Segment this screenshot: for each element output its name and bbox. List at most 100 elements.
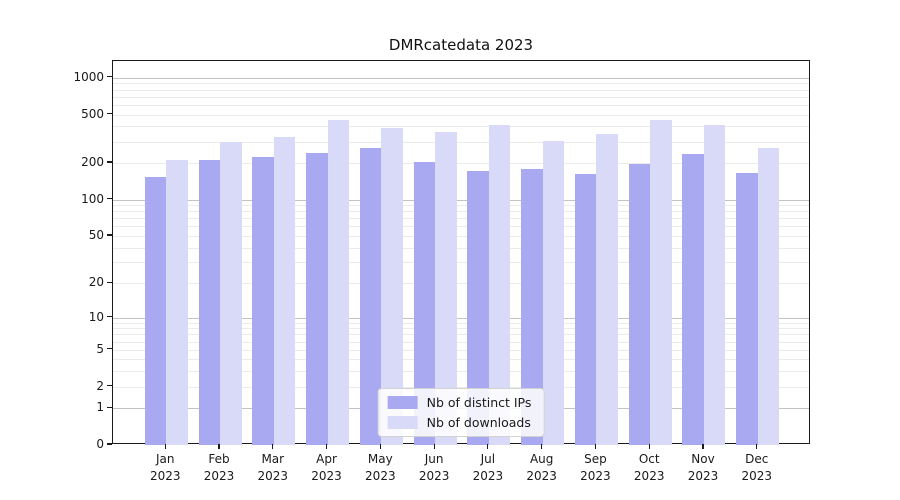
bar-mar-downloads: [273, 136, 296, 445]
legend: Nb of distinct IPs Nb of downloads: [377, 388, 545, 437]
x-tick-mark: [487, 444, 489, 449]
y-tick-label: 500: [81, 106, 104, 121]
legend-item-distinct-ips: Nb of distinct IPs: [387, 395, 531, 410]
plot-area: Nb of distinct IPs Nb of downloads: [112, 60, 810, 445]
bar-oct-downloads: [650, 119, 672, 445]
x-tick-label: Oct 2023: [633, 452, 665, 483]
minor-gridline: [113, 247, 809, 249]
bar-oct-distinct-ips: [628, 164, 651, 445]
minor-gridline: [113, 371, 809, 373]
minor-gridline: [113, 334, 809, 336]
minor-gridline: [113, 349, 809, 351]
bar-may-downloads: [381, 128, 403, 445]
bar-sep-downloads: [596, 134, 618, 445]
bar-nov-distinct-ips: [682, 153, 704, 445]
bar-feb-downloads: [220, 141, 242, 445]
y-tick-label: 20: [88, 275, 104, 290]
bar-jul-downloads: [488, 124, 511, 445]
bar-aug-downloads: [542, 140, 565, 445]
minor-gridline: [113, 163, 809, 165]
x-tick-label: Dec 2023: [741, 452, 773, 483]
y-tick-label: 10: [88, 309, 104, 324]
minor-gridline: [113, 283, 809, 285]
x-tick-mark: [379, 444, 381, 449]
minor-gridline: [113, 386, 809, 388]
y-tick-label: 2: [96, 378, 104, 393]
y-tick-mark: [107, 234, 112, 236]
x-tick-mark: [164, 444, 166, 449]
y-tick-mark: [107, 315, 112, 318]
y-tick-label: 1: [96, 400, 104, 415]
y-tick-mark: [107, 161, 112, 163]
x-tick-mark: [325, 444, 328, 449]
bar-sep-distinct-ips: [574, 173, 597, 445]
bar-may-distinct-ips: [359, 147, 382, 445]
y-tick-mark: [107, 443, 112, 445]
bar-jan-distinct-ips: [144, 176, 167, 445]
bar-apr-downloads: [327, 119, 350, 445]
x-tick-label: May 2023: [365, 452, 396, 483]
y-tick-mark: [107, 281, 112, 283]
y-tick-label: 100: [81, 191, 104, 206]
y-tick-mark: [107, 406, 112, 408]
minor-gridline: [113, 211, 809, 213]
x-tick-mark: [594, 444, 597, 449]
x-tick-label: Mar 2023: [257, 452, 289, 483]
x-tick-mark: [756, 444, 758, 449]
legend-swatch-distinct-ips: [387, 396, 418, 409]
minor-gridline: [113, 262, 809, 264]
bar-apr-distinct-ips: [306, 153, 328, 445]
minor-gridline: [113, 235, 809, 237]
x-tick-label: Jul 2023: [472, 452, 504, 483]
bar-aug-distinct-ips: [521, 168, 543, 445]
minor-gridline: [113, 322, 809, 324]
minor-gridline: [113, 141, 809, 143]
y-tick-mark: [107, 384, 112, 387]
legend-label-downloads: Nb of downloads: [426, 415, 531, 430]
y-tick-label: 50: [88, 227, 104, 242]
bar-nov-downloads: [703, 124, 726, 445]
minor-gridline: [113, 126, 809, 128]
x-tick-mark: [648, 444, 650, 449]
x-tick-mark: [433, 444, 435, 449]
major-gridline: [113, 317, 809, 319]
y-tick-mark: [107, 198, 112, 200]
x-tick-label: Feb 2023: [203, 452, 235, 483]
major-gridline: [113, 77, 809, 79]
minor-gridline: [113, 89, 809, 91]
minor-gridline: [113, 218, 809, 220]
y-tick-mark: [107, 348, 112, 350]
legend-swatch-downloads: [387, 416, 418, 429]
bar-jan-downloads: [166, 159, 188, 445]
minor-gridline: [113, 205, 809, 207]
x-tick-mark: [218, 444, 220, 449]
bar-feb-distinct-ips: [198, 159, 220, 445]
minor-gridline: [113, 328, 809, 330]
chart-title: DMRcatedata 2023: [388, 36, 534, 54]
y-tick-label: 200: [81, 155, 104, 170]
y-tick-label: 0: [96, 437, 104, 451]
y-tick-mark: [107, 112, 112, 115]
minor-gridline: [113, 359, 809, 361]
y-tick-mark: [107, 76, 112, 78]
minor-gridline: [113, 226, 809, 228]
x-tick-mark: [702, 444, 704, 449]
bar-jun-distinct-ips: [413, 162, 436, 445]
major-gridline: [113, 199, 809, 201]
bar-jun-downloads: [435, 131, 457, 445]
x-tick-label: Apr 2023: [311, 452, 342, 483]
x-tick-label: Aug 2023: [526, 452, 557, 483]
x-tick-mark: [541, 444, 543, 449]
minor-gridline: [113, 114, 809, 116]
x-tick-mark: [272, 444, 274, 449]
legend-item-downloads: Nb of downloads: [387, 415, 532, 430]
bar-jul-distinct-ips: [467, 171, 489, 445]
bar-mar-distinct-ips: [252, 157, 274, 445]
bar-dec-distinct-ips: [736, 173, 758, 445]
y-tick-label: 1000: [73, 69, 104, 84]
minor-gridline: [113, 341, 809, 343]
y-tick-label: 5: [96, 341, 104, 356]
x-tick-label: Jan 2023: [149, 452, 181, 483]
minor-gridline: [113, 83, 809, 85]
